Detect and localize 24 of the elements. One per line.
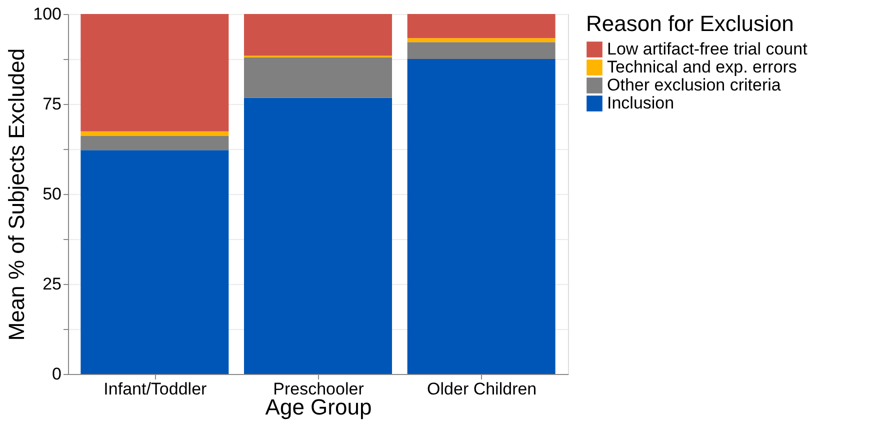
bar xyxy=(407,38,556,42)
y-tick-label: 100 xyxy=(33,4,62,24)
x-tick-label: Older Children xyxy=(427,380,537,398)
bar xyxy=(80,150,229,374)
y-tick-label: 50 xyxy=(42,184,62,204)
bar xyxy=(244,57,392,98)
bar xyxy=(80,14,229,132)
bar xyxy=(80,136,229,150)
legend-label: Inclusion xyxy=(607,94,674,112)
y-tick-label: 0 xyxy=(52,364,62,384)
y-axis-title: Mean % of Subjects Excluded xyxy=(4,48,30,341)
bar xyxy=(244,98,392,374)
legend-label: Other exclusion criteria xyxy=(607,76,782,94)
legend-label: Low artifact-free trial count xyxy=(607,40,808,58)
bar xyxy=(407,14,556,38)
bar xyxy=(244,14,392,56)
x-tick-label: Infant/Toddler xyxy=(104,380,208,398)
legend-title: Reason for Exclusion xyxy=(586,11,794,36)
bar xyxy=(407,42,556,59)
bar xyxy=(80,131,229,136)
bar xyxy=(407,59,556,374)
legend-label: Technical and exp. errors xyxy=(607,58,797,76)
y-tick-label: 75 xyxy=(42,94,62,114)
y-tick-label: 25 xyxy=(42,274,62,294)
